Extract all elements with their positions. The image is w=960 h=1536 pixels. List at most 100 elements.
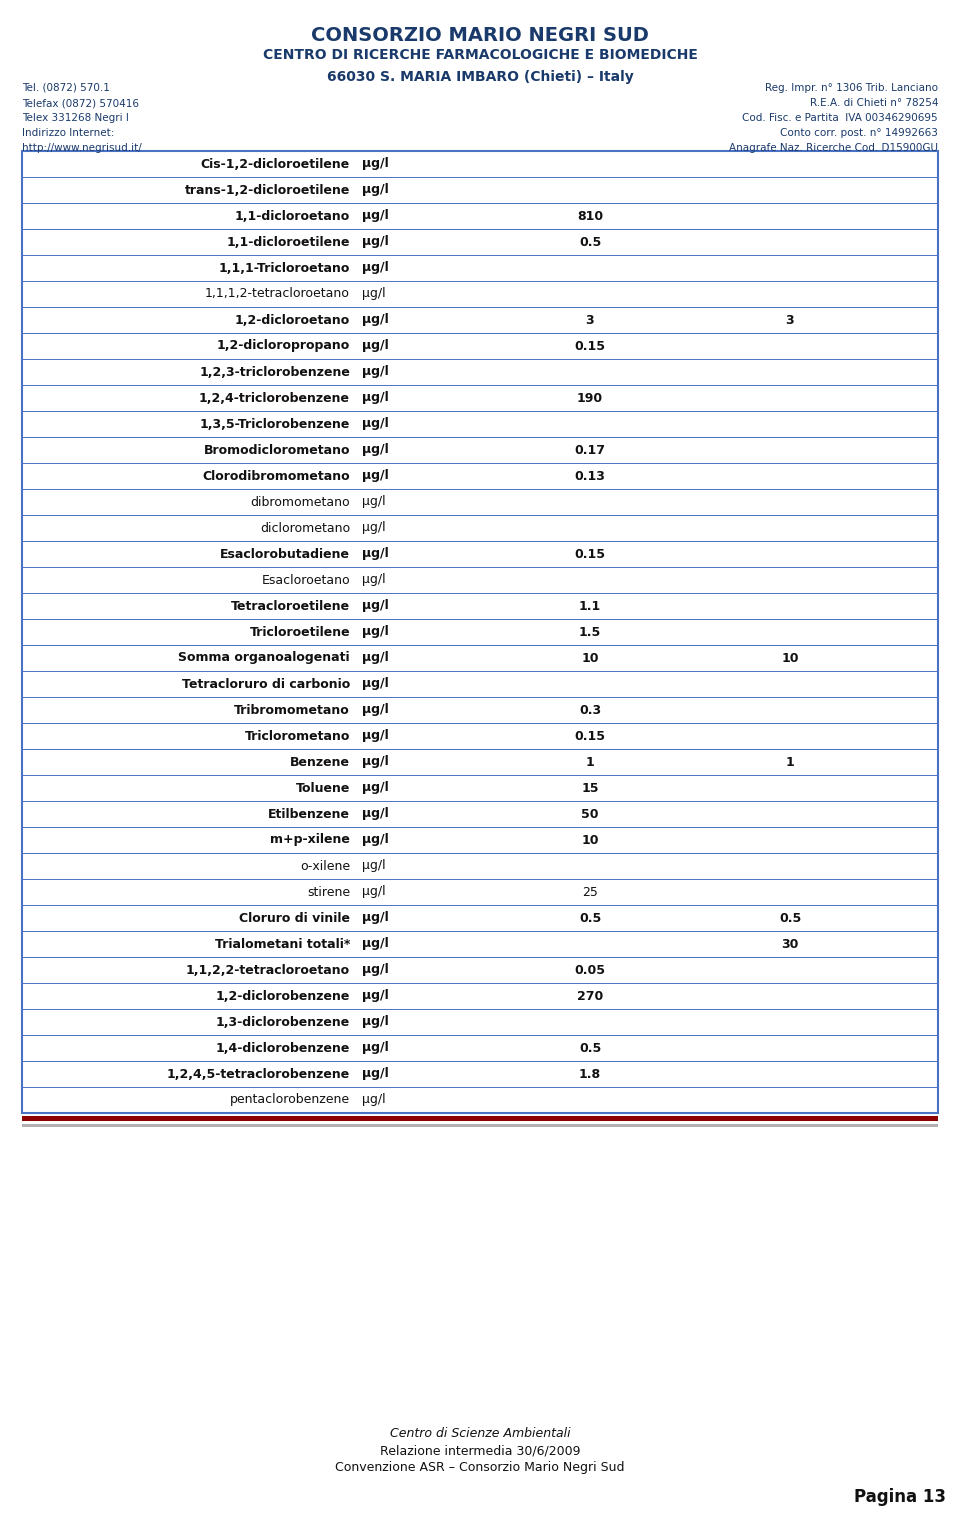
Text: μg/l: μg/l — [362, 339, 389, 352]
Text: μg/l: μg/l — [362, 989, 389, 1003]
Text: μg/l: μg/l — [362, 235, 389, 249]
Text: 1,3-diclorobenzene: 1,3-diclorobenzene — [216, 1015, 350, 1029]
Text: μg/l: μg/l — [362, 522, 386, 535]
Text: 10: 10 — [581, 834, 599, 846]
Text: 25: 25 — [582, 885, 598, 899]
Text: 50: 50 — [581, 808, 599, 820]
Text: 66030 S. MARIA IMBARO (Chieti) – Italy: 66030 S. MARIA IMBARO (Chieti) – Italy — [326, 71, 634, 84]
Text: 1,1,1,2-tetracloroetano: 1,1,1,2-tetracloroetano — [205, 287, 350, 301]
Text: 190: 190 — [577, 392, 603, 404]
Text: 1,1-dicloroetilene: 1,1-dicloroetilene — [227, 235, 350, 249]
Text: diclorometano: diclorometano — [260, 522, 350, 535]
Text: 1,2-diclorobenzene: 1,2-diclorobenzene — [216, 989, 350, 1003]
Text: Somma organoalogenati: Somma organoalogenati — [179, 651, 350, 665]
Text: 0.05: 0.05 — [574, 963, 606, 977]
Bar — [22, 151, 938, 1114]
Text: 1,2-dicloroetano: 1,2-dicloroetano — [235, 313, 350, 327]
Text: 15: 15 — [581, 782, 599, 794]
Text: 1,2,4-triclorobenzene: 1,2,4-triclorobenzene — [199, 392, 350, 404]
Text: μg/l: μg/l — [362, 756, 389, 768]
Text: μg/l: μg/l — [362, 1015, 389, 1029]
Text: Pagina 13: Pagina 13 — [854, 1488, 946, 1505]
Text: μg/l: μg/l — [362, 625, 389, 639]
Text: R.E.A. di Chieti n° 78254: R.E.A. di Chieti n° 78254 — [809, 98, 938, 108]
Text: Tribromometano: Tribromometano — [234, 703, 350, 716]
Text: μg/l: μg/l — [362, 261, 389, 275]
Text: Triclorometano: Triclorometano — [245, 730, 350, 742]
Text: Toluene: Toluene — [296, 782, 350, 794]
Text: Relazione intermedia 30/6/2009: Relazione intermedia 30/6/2009 — [380, 1444, 580, 1458]
Text: Cloruro di vinile: Cloruro di vinile — [239, 911, 350, 925]
Text: μg/l: μg/l — [362, 444, 389, 456]
Text: μg/l: μg/l — [362, 287, 386, 301]
Text: Esacloroetano: Esacloroetano — [261, 573, 350, 587]
Text: μg/l: μg/l — [362, 209, 389, 223]
Text: μg/l: μg/l — [362, 366, 389, 378]
Text: 0.5: 0.5 — [779, 911, 802, 925]
Text: 3: 3 — [785, 313, 794, 327]
Text: μg/l: μg/l — [362, 1094, 386, 1106]
Text: 10: 10 — [781, 651, 799, 665]
Text: μg/l: μg/l — [362, 599, 389, 613]
Text: Cis-1,2-dicloroetilene: Cis-1,2-dicloroetilene — [201, 158, 350, 170]
Text: μg/l: μg/l — [362, 963, 389, 977]
Text: stirene: stirene — [307, 885, 350, 899]
Text: 0.15: 0.15 — [574, 730, 606, 742]
Bar — [22, 1117, 938, 1121]
Text: 0.5: 0.5 — [579, 911, 601, 925]
Text: Conto corr. post. n° 14992663: Conto corr. post. n° 14992663 — [780, 127, 938, 138]
Text: pentaclorobenzene: pentaclorobenzene — [229, 1094, 350, 1106]
Text: Clorodibromometano: Clorodibromometano — [203, 470, 350, 482]
Text: μg/l: μg/l — [362, 911, 389, 925]
Text: 30: 30 — [781, 937, 799, 951]
Text: Bromodiclorometano: Bromodiclorometano — [204, 444, 350, 456]
Text: 1,2,3-triclorobenzene: 1,2,3-triclorobenzene — [199, 366, 350, 378]
Text: μg/l: μg/l — [362, 573, 386, 587]
Text: 1,1,1-Tricloroetano: 1,1,1-Tricloroetano — [219, 261, 350, 275]
Text: μg/l: μg/l — [362, 782, 389, 794]
Text: 1,3,5-Triclorobenzene: 1,3,5-Triclorobenzene — [200, 418, 350, 430]
Text: 0.3: 0.3 — [579, 703, 601, 716]
Bar — [22, 1124, 938, 1127]
Text: Trialometani totali*: Trialometani totali* — [215, 937, 350, 951]
Text: μg/l: μg/l — [362, 392, 389, 404]
Text: 1: 1 — [785, 756, 794, 768]
Text: Esaclorobutadiene: Esaclorobutadiene — [220, 547, 350, 561]
Text: CONSORZIO MARIO NEGRI SUD: CONSORZIO MARIO NEGRI SUD — [311, 26, 649, 45]
Text: 1.5: 1.5 — [579, 625, 601, 639]
Text: Tricloroetilene: Tricloroetilene — [250, 625, 350, 639]
Text: 1: 1 — [586, 756, 594, 768]
Text: trans-1,2-dicloroetilene: trans-1,2-dicloroetilene — [184, 183, 350, 197]
Text: Tel. (0872) 570.1: Tel. (0872) 570.1 — [22, 83, 109, 94]
Text: μg/l: μg/l — [362, 808, 389, 820]
Text: 1,4-diclorobenzene: 1,4-diclorobenzene — [216, 1041, 350, 1055]
Text: μg/l: μg/l — [362, 834, 389, 846]
Text: 0.13: 0.13 — [575, 470, 606, 482]
Text: Tetracloroetilene: Tetracloroetilene — [230, 599, 350, 613]
Text: 810: 810 — [577, 209, 603, 223]
Text: 1,1-dicloroetano: 1,1-dicloroetano — [235, 209, 350, 223]
Text: Centro di Scienze Ambientali: Centro di Scienze Ambientali — [390, 1427, 570, 1441]
Text: 1.8: 1.8 — [579, 1068, 601, 1080]
Text: http://www.negrisud.it/: http://www.negrisud.it/ — [22, 143, 142, 154]
Text: μg/l: μg/l — [362, 730, 389, 742]
Text: 270: 270 — [577, 989, 603, 1003]
Text: dibromometano: dibromometano — [251, 496, 350, 508]
Text: m+p-xilene: m+p-xilene — [270, 834, 350, 846]
Text: CENTRO DI RICERCHE FARMACOLOGICHE E BIOMEDICHE: CENTRO DI RICERCHE FARMACOLOGICHE E BIOM… — [263, 48, 697, 61]
Text: μg/l: μg/l — [362, 885, 386, 899]
Text: μg/l: μg/l — [362, 313, 389, 327]
Text: μg/l: μg/l — [362, 1068, 389, 1080]
Text: Benzene: Benzene — [290, 756, 350, 768]
Text: μg/l: μg/l — [362, 937, 389, 951]
Text: μg/l: μg/l — [362, 651, 389, 665]
Text: Anagrafe Naz. Ricerche Cod. D15900GU: Anagrafe Naz. Ricerche Cod. D15900GU — [729, 143, 938, 154]
Text: 1,2-dicloropropano: 1,2-dicloropropano — [217, 339, 350, 352]
Text: Cod. Fisc. e Partita  IVA 00346290695: Cod. Fisc. e Partita IVA 00346290695 — [742, 114, 938, 123]
Text: μg/l: μg/l — [362, 860, 386, 872]
Text: 0.17: 0.17 — [574, 444, 606, 456]
Text: 0.5: 0.5 — [579, 1041, 601, 1055]
Text: 1.1: 1.1 — [579, 599, 601, 613]
Text: Telex 331268 Negri I: Telex 331268 Negri I — [22, 114, 129, 123]
Text: μg/l: μg/l — [362, 496, 386, 508]
